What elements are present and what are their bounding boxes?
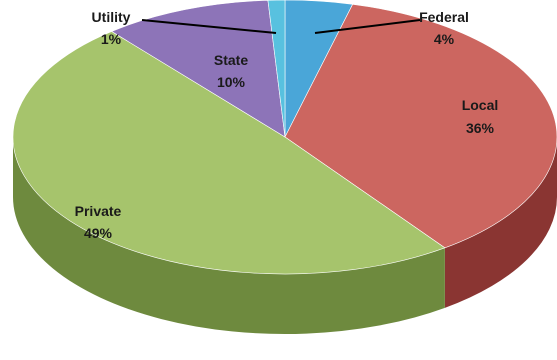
leader-line-federal <box>314 19 421 34</box>
slice-side-private <box>13 137 445 334</box>
slice-name-federal: Federal <box>419 9 469 25</box>
slice-side-local <box>444 137 557 308</box>
pie-depth <box>13 137 557 334</box>
slice-utility[interactable] <box>267 0 286 138</box>
leader-lines <box>141 19 421 34</box>
slice-value-local: 36% <box>466 120 495 136</box>
leader-line-utility <box>141 19 277 34</box>
slice-value-federal: 4% <box>434 31 455 47</box>
slice-value-utility: 1% <box>101 31 122 47</box>
slice-private[interactable] <box>12 31 446 275</box>
slice-local[interactable] <box>284 3 557 249</box>
slice-state[interactable] <box>110 0 286 138</box>
slice-name-utility: Utility <box>92 9 131 25</box>
pie-slices <box>12 0 557 275</box>
slice-labels: Federal 4% Local 36% Private 49% State 10% Utili… <box>75 9 499 241</box>
slice-value-private: 49% <box>84 225 113 241</box>
slice-value-state: 10% <box>217 74 246 90</box>
slice-name-local: Local <box>462 97 499 113</box>
slice-name-state: State <box>214 52 248 68</box>
slice-name-private: Private <box>75 203 122 219</box>
